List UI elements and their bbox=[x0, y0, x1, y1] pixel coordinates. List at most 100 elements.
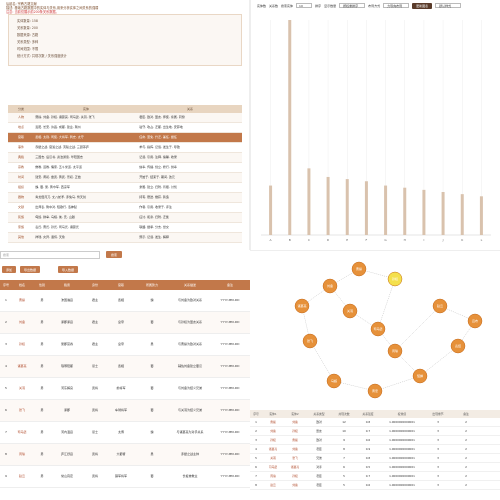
table-row[interactable]: 民族 匈奴, 鲜卑, 乌桓, 羌, 氐, 山越 征讨, 和亲, 归附, 迁徙 bbox=[8, 213, 242, 223]
graph-node[interactable]: 赵云 bbox=[432, 298, 448, 314]
table-row[interactable]: 5 关羽 张飞 兄弟 7 0.8 1.0000000000001 3 2 bbox=[250, 454, 500, 463]
table-row[interactable]: 7 司马懿 男 河内温县 谋士 太傅 魏 与诸葛亮为对手关系 YYYY-MM-DD bbox=[0, 422, 250, 444]
node-circle bbox=[370, 321, 386, 337]
cell-w: 1.0000000000001 bbox=[389, 438, 415, 442]
bar-K bbox=[460, 194, 464, 235]
cell-group: 吴 bbox=[150, 341, 154, 346]
header-cell: 共现次数 bbox=[338, 412, 350, 416]
sort-select[interactable]: 按权重排序 bbox=[339, 3, 366, 8]
cell-ch: 3 bbox=[437, 465, 439, 469]
table-row[interactable]: 9 赵云 男 常山真定 武将 镇军将军 蜀 长坂坡救主 YYYY-MM-DD bbox=[0, 466, 250, 488]
table-row[interactable]: 组织 魏, 蜀, 吴, 黄巾军, 西凉军 隶属, 建立, 归附, 背叛, 讨伐 bbox=[8, 183, 242, 193]
graph-node[interactable]: 刘备 bbox=[322, 278, 338, 294]
header-cell: 关系类型 bbox=[313, 412, 325, 416]
node-label: 袁绍 bbox=[455, 343, 461, 348]
tick-label-A: A bbox=[270, 238, 273, 242]
table-row[interactable]: 7 周瑜 孙权 君臣 5 0.7 1.0000000000001 3 2 bbox=[250, 472, 500, 481]
table-row[interactable]: 4 诸葛亮 刘备 君臣 8 0.9 1.0000000000001 3 2 bbox=[250, 445, 500, 454]
table-header: 分类 实体 关系 bbox=[8, 105, 242, 113]
cell-t: 兄弟 bbox=[316, 456, 322, 460]
node-label: 曹操 bbox=[356, 266, 362, 271]
entity-cell: 袁氏, 曹氏, 孙氏, 司马氏, 诸葛氏 bbox=[35, 225, 79, 229]
entity-cell: 匈奴, 鲜卑, 乌桓, 羌, 氐, 山越 bbox=[35, 215, 75, 219]
table-row[interactable]: 3 孙权 男 吴郡富春 君主 皇帝 吴 与曹操为敌对关系 YYYY-MM-DD bbox=[0, 334, 250, 356]
cell-name: 司马懿 bbox=[17, 429, 27, 434]
cell-sex: 男 bbox=[40, 319, 44, 324]
table-row[interactable]: 5 关羽 男 河东解良 武将 前将军 蜀 与刘备为结义兄弟 YYYY-MM-DD bbox=[0, 378, 250, 400]
table-row[interactable]: 6 张飞 男 涿郡 武将 车骑将军 蜀 与关羽为结义兄弟 YYYY-MM-DD bbox=[0, 400, 250, 422]
graph-node[interactable]: 诸葛亮 bbox=[294, 298, 310, 314]
cell-id: 君主 bbox=[91, 341, 98, 346]
import-button[interactable]: 导入数据 bbox=[58, 266, 78, 273]
table-row[interactable]: 事件 赤壁之战, 官渡之战, 夷陵之战, 三顾茅庐 参与, 指挥, 记载, 发生于,… bbox=[8, 143, 242, 153]
info-line: 时间范围: 不限 bbox=[17, 47, 39, 51]
category-cell: 人物 bbox=[17, 115, 24, 119]
graph-node[interactable]: 周瑜 bbox=[387, 343, 403, 359]
graph-node[interactable]: 张飞 bbox=[302, 333, 318, 349]
node-label: 关羽 bbox=[347, 308, 353, 313]
table-row[interactable]: 器物 青龙偃月刀, 丈八蛇矛, 赤兔马, 倚天剑 持有, 赠送, 缴获, 铸造 bbox=[8, 193, 242, 203]
cell-sex: 男 bbox=[40, 451, 44, 456]
cell-off: 前将军 bbox=[116, 385, 126, 390]
graph-node[interactable]: 关羽 bbox=[342, 303, 358, 319]
cell-t: 敌对 bbox=[316, 420, 322, 424]
header-cell: 关系强度 bbox=[362, 412, 374, 416]
warning-text: 注意: 当前仅展示前200条关系数据。 bbox=[6, 10, 59, 15]
bar-I bbox=[422, 189, 426, 235]
search-input[interactable]: 搜索 bbox=[0, 251, 100, 259]
table-row[interactable]: 2 刘备 男 涿郡涿县 君主 皇帝 蜀 与孙权为盟友关系 YYYY-MM-DD bbox=[0, 312, 250, 334]
graph-node[interactable]: 司马懿 bbox=[370, 321, 386, 337]
category-table: 分类 实体 关系 人物 曹操, 刘备, 孙权, 诸葛亮, 司马懿, 关羽, 张飞 君… bbox=[8, 105, 242, 243]
cell-i: 8 bbox=[5, 451, 7, 456]
info-line: 数据来源: 古籍 bbox=[17, 33, 39, 37]
cell-id: 武将 bbox=[91, 407, 98, 412]
relation-cell: 持有, 赠送, 缴获, 铸造 bbox=[139, 195, 169, 199]
header-cell: 分类 bbox=[17, 107, 24, 111]
bar-E bbox=[345, 179, 349, 235]
table-row[interactable]: 4 诸葛亮 男 琅琊阳都 谋士 丞相 蜀 辅佐刘备建立蜀汉 YYYY-MM-DD bbox=[0, 356, 250, 378]
graph-node[interactable]: 貂蝉 bbox=[412, 368, 428, 384]
graph-edge bbox=[309, 340, 335, 382]
graph-node[interactable]: 孙权 bbox=[387, 271, 403, 287]
graph-node[interactable]: 袁绍 bbox=[450, 338, 466, 354]
table-row[interactable]: 典籍 三国志, 后汉书, 资治通鉴, 华阳国志 记载, 引用, 注释, 编纂, 收录 bbox=[8, 153, 242, 163]
table-row[interactable]: 6 司马懿 诸葛亮 对手 6 0.5 1.0000000000001 3 2 bbox=[250, 463, 500, 472]
count-input[interactable]: 10 bbox=[296, 3, 313, 8]
table-row[interactable]: 家族 袁氏, 曹氏, 孙氏, 司马氏, 诸葛氏 联姻, 继承, 分支, 世交 bbox=[8, 223, 242, 233]
style-select[interactable]: 默认样式 bbox=[435, 3, 462, 8]
graph-node[interactable]: 马超 bbox=[326, 373, 342, 389]
layout-select[interactable]: 力导向布局 bbox=[383, 3, 410, 8]
header-cell: 备注 bbox=[226, 283, 233, 287]
table-row[interactable]: 3 孙权 曹操 敌对 9 0.6 1.0000000000001 3 2 bbox=[250, 436, 500, 445]
cell-c: 8 bbox=[343, 447, 345, 451]
graph-node[interactable]: 吕布 bbox=[467, 313, 483, 329]
add-button[interactable]: 添加 bbox=[2, 266, 16, 273]
table-row[interactable]: 人物 曹操, 刘备, 孙权, 诸葛亮, 司马懿, 关羽, 张飞 君臣, 敌对, 盟友… bbox=[8, 113, 242, 123]
update-chart-button[interactable]: 更新图表 bbox=[412, 2, 433, 9]
table-row[interactable]: 其他 祥瑞, 灾异, 谶纬, 天象 预示, 记载, 发生, 解释 bbox=[8, 233, 242, 243]
export-button[interactable]: 导出数据 bbox=[20, 266, 40, 273]
graph-node[interactable]: 黄忠 bbox=[367, 383, 383, 399]
graph-node[interactable]: 曹操 bbox=[351, 261, 367, 277]
cell-ch: 3 bbox=[437, 429, 439, 433]
cell-place: 涿郡涿县 bbox=[60, 319, 73, 324]
table-row[interactable]: 官职 丞相, 太尉, 司徒, 大将军, 刺史, 太守 任命, 罢免, 升迁, 兼任,… bbox=[8, 133, 242, 143]
table-row[interactable]: 地点 洛阳, 长安, 许昌, 成都, 建业, 荆州 驻守, 攻占, 迁都, 出生地,… bbox=[8, 123, 242, 133]
table-row[interactable]: 2 刘备 孙权 盟友 10 0.7 1.0000000000001 3 2 bbox=[250, 427, 500, 436]
cell-i: 1 bbox=[5, 297, 7, 302]
cell-group: 蜀 bbox=[150, 407, 154, 412]
table-row[interactable]: 1 曹操 刘备 敌对 12 0.8 1.0000000000001 3 2 bbox=[250, 418, 500, 427]
table-row[interactable]: 8 周瑜 男 庐江舒县 武将 大都督 吴 赤壁之战主帅 YYYY-MM-DD bbox=[0, 444, 250, 466]
cell-i: 5 bbox=[5, 385, 7, 390]
table-row[interactable]: 8 赵云 刘备 君臣 5 0.6 1.0000000000001 3 2 bbox=[250, 481, 500, 490]
table-row[interactable]: 文献 出师表, 隆中对, 短歌行, 洛神赋 作者, 引用, 收录于, 评注 bbox=[8, 203, 242, 213]
table-row[interactable]: 宗教 佛教, 道教, 儒家, 五斗米道, 太平道 信奉, 传播, 创立, 修行, 供… bbox=[8, 163, 242, 173]
info-line: 关系数量: 200 bbox=[17, 26, 38, 30]
search-button[interactable]: 搜索 bbox=[106, 251, 122, 258]
entity-cell: 曹操, 刘备, 孙权, 诸葛亮, 司马懿, 关羽, 张飞 bbox=[35, 115, 95, 119]
table-row[interactable]: 时间 建安, 黄初, 章武, 黄武, 景初, 正始 开始于, 结束于, 期间, 改元 bbox=[8, 173, 242, 183]
cell-t: 敌对 bbox=[316, 438, 322, 442]
table-row[interactable]: 1 曹操 男 沛国谯县 君主 丞相 魏 与刘备为敌对关系 YYYY-MM-DD bbox=[0, 290, 250, 312]
cell-n: 2 bbox=[465, 474, 467, 478]
